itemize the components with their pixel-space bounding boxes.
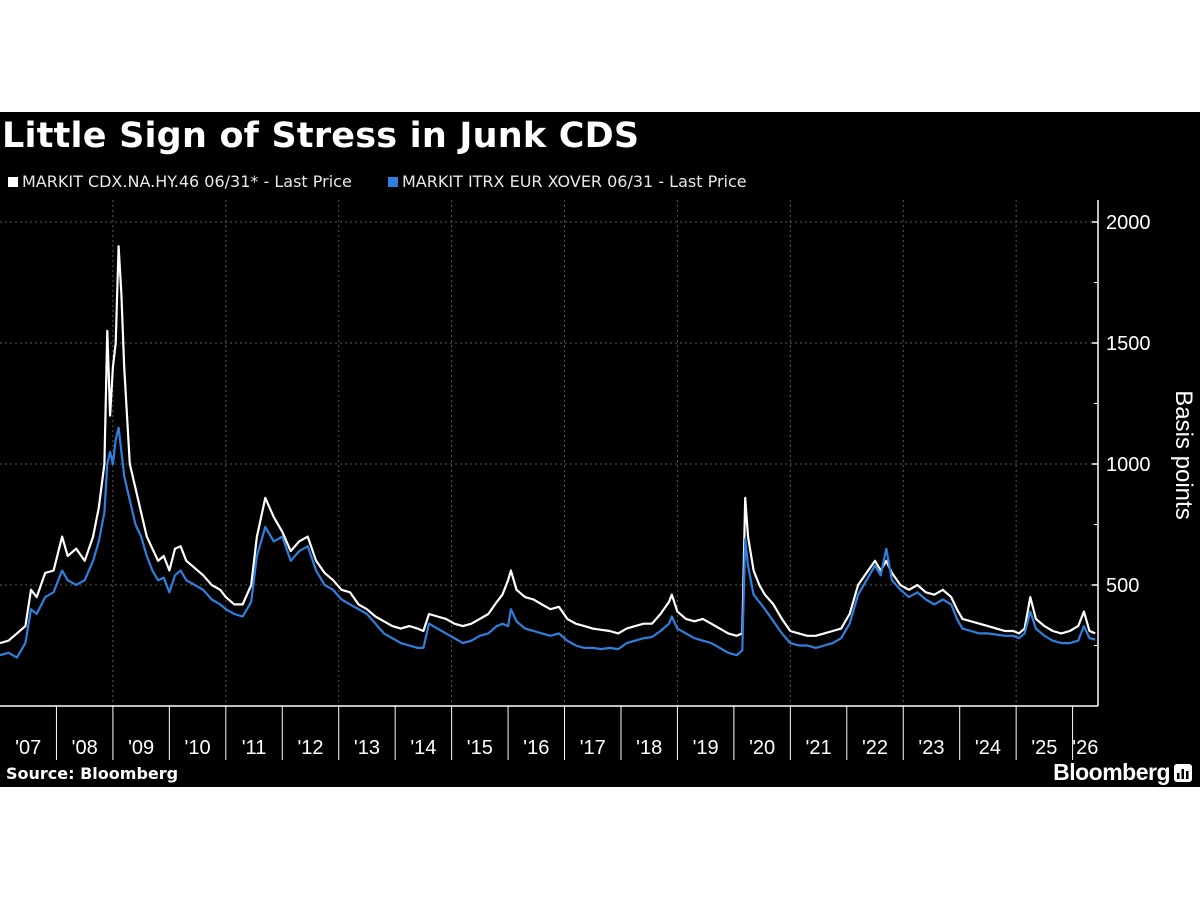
x-tick-label: '26: [1072, 737, 1098, 759]
x-tick-label: '14: [410, 737, 436, 759]
series-line-cdx-na-hy: [0, 245, 1096, 645]
x-tick-label: '10: [185, 737, 211, 759]
x-tick-label: '08: [72, 737, 98, 759]
x-tick-label: '19: [693, 737, 719, 759]
y-tick-label: 1000: [1106, 454, 1151, 476]
x-tick-label: '12: [297, 737, 323, 759]
chart-panel: [0, 112, 1200, 787]
x-tick-label: '20: [749, 737, 775, 759]
x-tick-label: '22: [862, 737, 888, 759]
y-tick-label: 2000: [1106, 212, 1151, 234]
x-tick-label: '18: [636, 737, 662, 759]
series-line-itraxx-crossover: [0, 426, 1096, 659]
brand-name: Bloomberg: [1053, 759, 1170, 785]
x-tick-label: '25: [1031, 737, 1057, 759]
source-note: Source: Bloomberg: [6, 764, 179, 783]
y-axis-title: Basis points: [1170, 390, 1197, 519]
x-tick-label: '21: [806, 737, 832, 759]
legend-swatch-cdx: [8, 176, 18, 187]
legend-item-itraxx: MARKIT ITRX EUR XOVER 06/31 - Last Price: [388, 172, 747, 191]
x-tick-label: '17: [580, 737, 606, 759]
x-tick-label: '15: [467, 737, 493, 759]
legend-label-cdx: MARKIT CDX.NA.HY.46 06/31* - Last Price: [22, 172, 352, 191]
x-tick-label: '23: [918, 737, 944, 759]
legend-item-cdx: MARKIT CDX.NA.HY.46 06/31* - Last Price: [8, 172, 352, 191]
bloomberg-logo: Bloomberg: [1053, 759, 1192, 786]
x-tick-label: '07: [15, 737, 41, 759]
x-tick-label: '24: [975, 737, 1001, 759]
chart-title: Little Sign of Stress in Junk CDS: [2, 116, 640, 156]
x-tick-label: '13: [354, 737, 380, 759]
y-tick-label: 500: [1106, 575, 1139, 597]
bloomberg-brand-icon: [1174, 763, 1192, 782]
x-tick-label: '09: [128, 737, 154, 759]
x-tick-label: '11: [242, 737, 267, 759]
legend-swatch-itraxx: [388, 176, 398, 187]
y-tick-label: 1500: [1106, 333, 1151, 355]
x-tick-label: '16: [523, 737, 549, 759]
legend-label-itraxx: MARKIT ITRX EUR XOVER 06/31 - Last Price: [402, 172, 747, 191]
